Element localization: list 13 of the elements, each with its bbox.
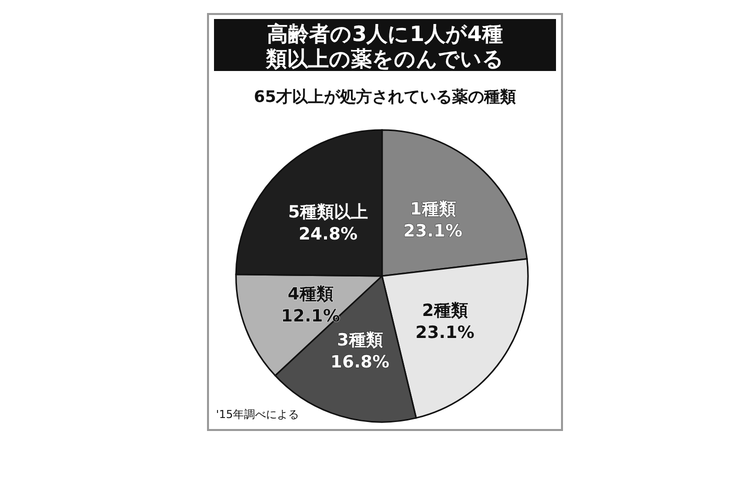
data-label: 23.1% [415, 322, 474, 343]
slice-label: 5種類以上 [288, 202, 368, 223]
data-label: 23.1% [403, 222, 462, 242]
text: '15年調べによる [216, 408, 300, 421]
slice-label: 3種類 [336, 330, 383, 350]
data-label: 24.8% [298, 224, 358, 245]
data-label: 16.8% [330, 352, 390, 372]
chart-subtitle: 65才以上が処方されている薬の種類 [254, 87, 516, 106]
data-label: 12.1% [281, 306, 340, 327]
slice-label: 1種類 [410, 200, 456, 220]
slice-label: 4種類 [288, 284, 334, 305]
slice-label: 2種類 [422, 300, 468, 321]
chart-title: 高齢者の3人に1人が4種類以上の薬をのんでいる [265, 22, 504, 71]
